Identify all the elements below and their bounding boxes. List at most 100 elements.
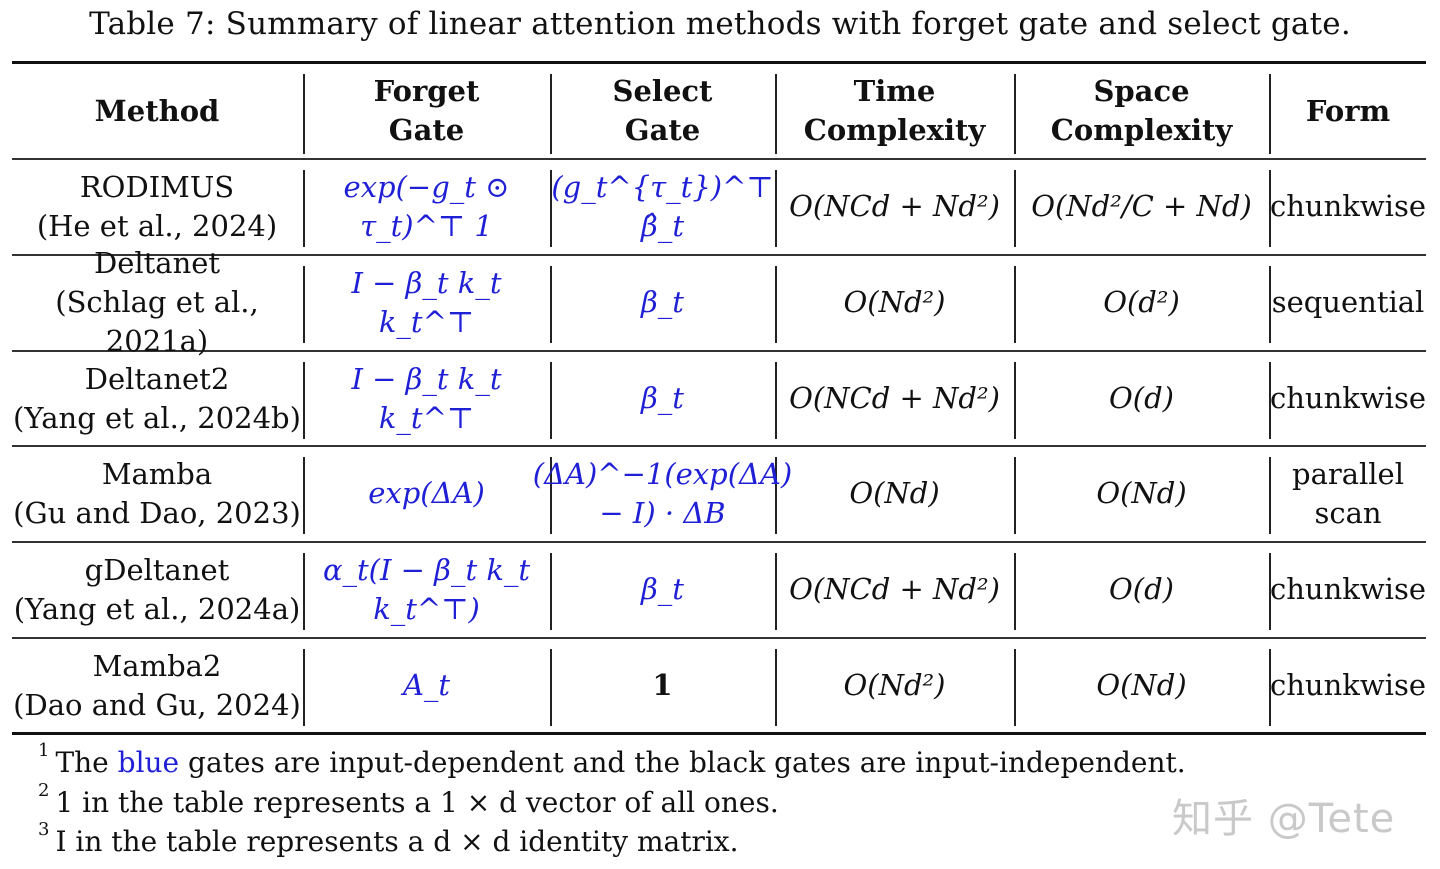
column-divider [775, 457, 777, 534]
table-caption: Table 7: Summary of linear attention met… [89, 6, 1351, 42]
table-cell-time: O(Nd²) [776, 256, 1013, 349]
method-name: RODIMUS [79, 169, 235, 204]
column-divider [550, 266, 552, 343]
footnote-text: 1 in the table represents a 1 × d vector… [55, 786, 779, 819]
time-formula: O(NCd + Nd²) [789, 189, 1000, 223]
method-citation: (Dao and Gu, 2024) [13, 687, 301, 722]
bottom-rule [12, 732, 1426, 735]
header-select-gate: Select Gate [551, 64, 774, 158]
form-value: chunkwise [1270, 668, 1426, 702]
table-cell-method: Deltanet (Schlag et al., 2021a) [12, 246, 302, 358]
table-cell-time: O(NCd + Nd²) [776, 160, 1013, 253]
table-cell-select-gate: β_t [551, 352, 774, 445]
column-divider [303, 457, 305, 534]
table-cell-method: gDeltanet (Yang et al., 2024a) [12, 543, 302, 636]
form-value: parallel scan [1292, 456, 1404, 530]
table-cell-space: O(d²) [1015, 256, 1268, 349]
table-cell-forget-gate: exp(ΔA) [304, 447, 549, 540]
header-method: Method [12, 64, 302, 158]
select-gate-formula: β_t [641, 381, 684, 415]
column-divider [303, 170, 305, 247]
top-rule [12, 61, 1426, 64]
header-label: Select [612, 74, 713, 108]
table-cell-space: O(Nd) [1015, 639, 1268, 732]
header-label: Method [94, 93, 220, 128]
select-gate-formula: (ΔA)^−1(exp(ΔA) − I) · ΔB [532, 456, 793, 530]
header-rule [12, 158, 1426, 160]
table-cell-space: O(Nd²/C + Nd) [1015, 160, 1268, 253]
column-divider [1014, 266, 1016, 343]
column-divider [1014, 553, 1016, 630]
column-divider [303, 266, 305, 343]
blue-word: blue [117, 746, 180, 779]
column-divider [1269, 170, 1271, 247]
table-cell-time: O(Nd²) [776, 639, 1013, 732]
table-cell-method: Mamba (Gu and Dao, 2023) [12, 447, 302, 540]
table-cell-forget-gate: I − β_t k_t k_t^⊤ [304, 256, 549, 349]
table-cell-select-gate: β_t [551, 256, 774, 349]
space-formula: O(Nd) [1096, 668, 1187, 702]
method-citation: (Schlag et al., 2021a) [55, 285, 259, 358]
forget-gate-formula: exp(−g_t ⊙ τ_t)^⊤ 1 [343, 169, 510, 243]
column-divider [1014, 362, 1016, 439]
column-divider [1014, 74, 1016, 154]
column-divider [1269, 553, 1271, 630]
header-label: Gate [624, 113, 701, 147]
column-divider [775, 553, 777, 630]
header-label: Complexity [803, 113, 986, 147]
column-divider [303, 649, 305, 726]
method-name: Mamba [101, 456, 213, 491]
method-citation: (Yang et al., 2024a) [13, 591, 301, 626]
table-cell-forget-gate: I − β_t k_t k_t^⊤ [304, 352, 549, 445]
column-divider [775, 266, 777, 343]
time-formula: O(Nd) [849, 476, 940, 510]
table-cell-select-gate: (ΔA)^−1(exp(ΔA) − I) · ΔB [533, 447, 792, 540]
table-cell-select-gate: β_t [551, 543, 774, 636]
column-divider [303, 362, 305, 439]
header-form: Form [1270, 64, 1426, 158]
method-name: Deltanet2 [84, 361, 230, 396]
header-label: Forget [373, 74, 480, 108]
time-formula: O(NCd + Nd²) [789, 572, 1000, 606]
header-label: Gate [388, 113, 465, 147]
select-gate-formula: 1 [652, 668, 673, 702]
table-cell-forget-gate: α_t(I − β_t k_t k_t^⊤) [304, 543, 549, 636]
method-citation: (He et al., 2024) [36, 208, 278, 243]
table-cell-method: RODIMUS (He et al., 2024) [12, 160, 302, 253]
header-label: Space [1093, 74, 1190, 108]
column-divider [550, 74, 552, 154]
forget-gate-formula: α_t(I − β_t k_t k_t^⊤) [322, 552, 531, 626]
forget-gate-formula: I − β_t k_t k_t^⊤ [351, 265, 502, 339]
row-rule [12, 254, 1426, 256]
row-rule [12, 445, 1426, 447]
space-formula: O(Nd²/C + Nd) [1031, 189, 1252, 223]
column-divider [1269, 649, 1271, 726]
header-space-complexity: Space Complexity [1015, 64, 1268, 158]
table-cell-select-gate: (g_t^{τ_t})^⊤ β̂_t [551, 160, 774, 253]
header-forget-gate: Forget Gate [304, 64, 549, 158]
column-divider [1014, 649, 1016, 726]
space-formula: O(d) [1109, 381, 1174, 415]
footnote-text: The [55, 746, 118, 779]
time-formula: O(Nd²) [843, 285, 946, 319]
table-cell-form: chunkwise [1270, 543, 1426, 636]
footnote-mark: 2 [38, 780, 50, 801]
select-gate-formula: β_t [641, 285, 684, 319]
forget-gate-formula: I − β_t k_t k_t^⊤ [351, 361, 502, 435]
table-cell-time: O(Nd) [776, 447, 1013, 540]
form-value: chunkwise [1270, 381, 1426, 415]
table-cell-form: chunkwise [1270, 639, 1426, 732]
footnote-mark: 1 [38, 740, 50, 761]
column-divider [550, 457, 552, 534]
footnote-1: 1 The blue gates are input-dependent and … [38, 740, 1186, 779]
time-formula: O(NCd + Nd²) [789, 381, 1000, 415]
column-divider [550, 649, 552, 726]
method-name: Mamba2 [92, 648, 222, 683]
method-citation: (Yang et al., 2024b) [13, 400, 301, 435]
column-divider [775, 362, 777, 439]
table-cell-method: Mamba2 (Dao and Gu, 2024) [12, 639, 302, 732]
watermark: 知乎 @Tete [1172, 796, 1396, 842]
column-divider [775, 649, 777, 726]
table-cell-form: sequential [1270, 256, 1426, 349]
column-divider [550, 170, 552, 247]
